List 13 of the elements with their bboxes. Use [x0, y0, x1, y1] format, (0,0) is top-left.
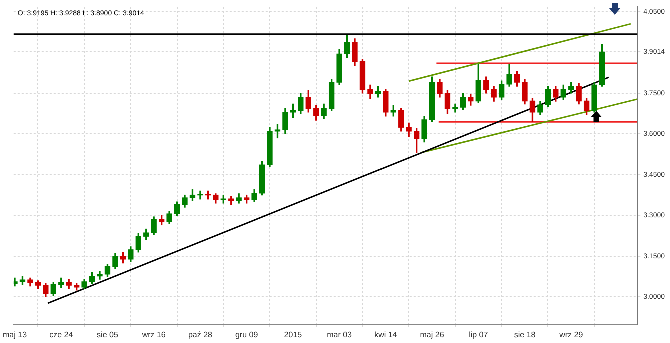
x-tick-label: sie 18: [514, 330, 536, 340]
x-tick-label: sie 05: [97, 330, 119, 340]
x-tick-label: gru 09: [235, 330, 259, 340]
x-tick-label: paź 28: [188, 330, 214, 340]
x-tick-label: maj 13: [3, 330, 28, 340]
x-tick-label: 2015: [284, 330, 303, 340]
x-tick-label: lip 07: [469, 330, 489, 340]
x-tick-label: wrz 29: [558, 330, 584, 340]
x-tick-label: kwi 14: [374, 330, 398, 340]
x-tick-label: cze 24: [50, 330, 74, 340]
x-tick-label: mar 03: [327, 330, 353, 340]
x-tick-label: maj 26: [420, 330, 445, 340]
x-tick-label: wrz 16: [141, 330, 166, 340]
